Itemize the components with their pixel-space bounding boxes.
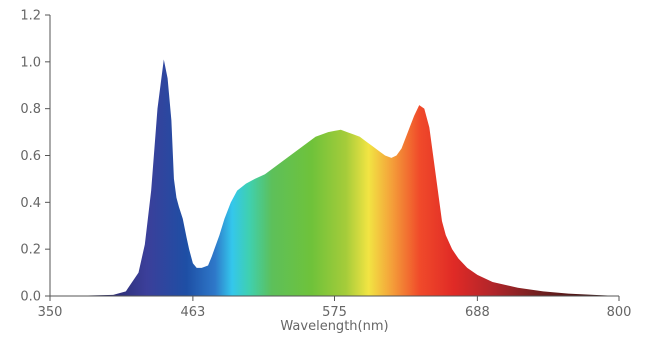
x-tick-label: 688 [465,305,490,320]
y-tick-label: 0.0 [20,290,41,305]
y-tick-label: 0.6 [20,149,41,164]
y-tick-label: 1.2 [20,9,41,24]
y-axis-ticks: 0.0 0.2 0.4 0.6 0.8 1.0 1.2 [20,9,50,305]
x-tick-label: 463 [180,305,205,320]
y-tick-label: 0.2 [20,243,41,258]
y-tick-label: 0.8 [20,102,41,117]
y-tick-label: 1.0 [20,55,41,70]
x-axis-ticks: 350 463 575 688 800 [38,296,632,320]
y-tick-label: 0.4 [20,196,41,211]
spectrum-area [50,59,619,296]
x-axis-title: Wavelength(nm) [280,319,388,334]
x-tick-label: 800 [607,305,632,320]
x-tick-label: 575 [322,305,347,320]
x-tick-label: 350 [38,305,63,320]
plot-area [50,59,619,296]
